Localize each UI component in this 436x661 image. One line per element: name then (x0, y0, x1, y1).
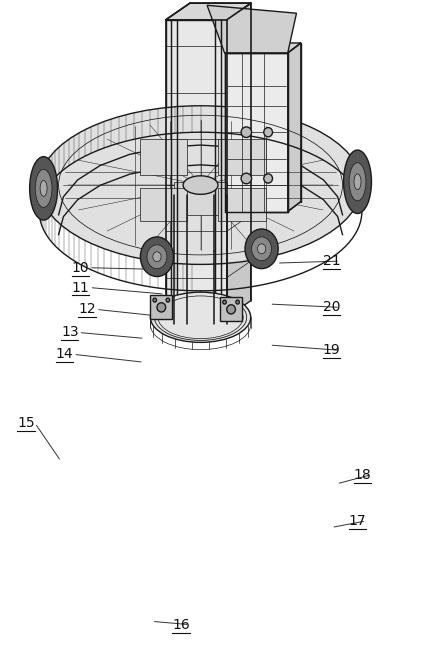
Text: 10: 10 (72, 260, 89, 275)
Ellipse shape (241, 173, 252, 184)
Ellipse shape (157, 303, 166, 312)
Polygon shape (225, 43, 301, 53)
FancyBboxPatch shape (174, 182, 227, 215)
Polygon shape (166, 20, 227, 317)
Ellipse shape (39, 106, 362, 264)
Ellipse shape (344, 150, 371, 214)
Ellipse shape (354, 174, 361, 190)
FancyBboxPatch shape (218, 188, 266, 221)
FancyBboxPatch shape (218, 139, 266, 175)
Ellipse shape (236, 300, 239, 304)
Ellipse shape (35, 169, 52, 208)
Ellipse shape (264, 174, 272, 183)
Text: 20: 20 (323, 300, 340, 315)
Ellipse shape (223, 300, 226, 304)
Text: 17: 17 (349, 514, 366, 528)
Text: 11: 11 (72, 280, 89, 295)
Ellipse shape (153, 252, 161, 262)
FancyBboxPatch shape (140, 188, 187, 221)
Ellipse shape (166, 298, 170, 302)
FancyBboxPatch shape (140, 139, 187, 175)
Polygon shape (150, 295, 172, 319)
Ellipse shape (153, 298, 157, 302)
Polygon shape (225, 53, 288, 212)
Ellipse shape (252, 237, 272, 260)
Text: 21: 21 (323, 254, 340, 268)
Polygon shape (227, 3, 251, 317)
Ellipse shape (183, 176, 218, 194)
Text: 19: 19 (323, 343, 340, 358)
Ellipse shape (30, 157, 58, 220)
Ellipse shape (227, 305, 235, 314)
Text: 18: 18 (354, 467, 371, 482)
Text: 14: 14 (56, 347, 73, 362)
Ellipse shape (264, 128, 272, 137)
Ellipse shape (40, 180, 47, 196)
Ellipse shape (241, 127, 252, 137)
Ellipse shape (245, 229, 278, 268)
Ellipse shape (349, 163, 366, 201)
Ellipse shape (140, 237, 174, 276)
Ellipse shape (258, 244, 266, 254)
Polygon shape (288, 43, 301, 212)
Ellipse shape (150, 292, 251, 342)
Polygon shape (220, 297, 242, 321)
Text: 16: 16 (172, 617, 190, 632)
Polygon shape (207, 5, 296, 53)
Text: 15: 15 (17, 416, 35, 430)
Text: 13: 13 (61, 325, 78, 340)
Text: 12: 12 (78, 302, 96, 317)
Polygon shape (166, 3, 251, 20)
Ellipse shape (147, 245, 167, 268)
